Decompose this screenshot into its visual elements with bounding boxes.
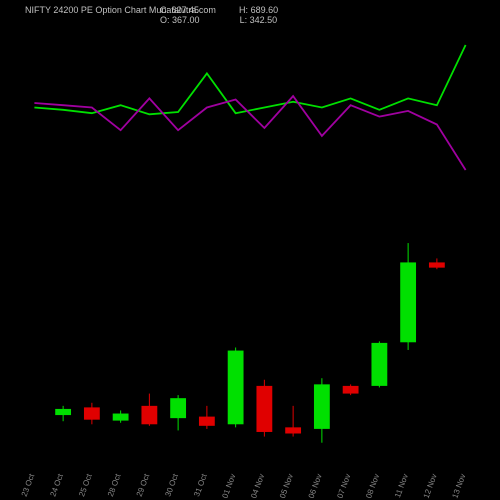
chart-svg: 23 Oct24 Oct25 Oct28 Oct29 Oct30 Oct31 O…: [0, 0, 500, 500]
low-value: 342.50: [250, 15, 278, 25]
low-label: L:: [240, 15, 248, 25]
high-value: 689.60: [251, 5, 279, 15]
close-value: 627.45: [172, 5, 200, 15]
high-info: H: 689.60: [239, 5, 278, 15]
open-info: O: 367.00: [160, 15, 200, 25]
low-info: L: 342.50: [240, 15, 278, 25]
high-label: H:: [239, 5, 248, 15]
chart-container: NIFTY 24200 PE Option Chart Munafalutra.…: [0, 0, 500, 500]
open-label: O:: [160, 15, 170, 25]
close-info: C: 627.45: [160, 5, 199, 15]
close-label: C:: [160, 5, 169, 15]
ohlc-info: C: 627.45 H: 689.60 O: 367.00 L: 342.50: [160, 5, 278, 25]
open-value: 367.00: [172, 15, 200, 25]
